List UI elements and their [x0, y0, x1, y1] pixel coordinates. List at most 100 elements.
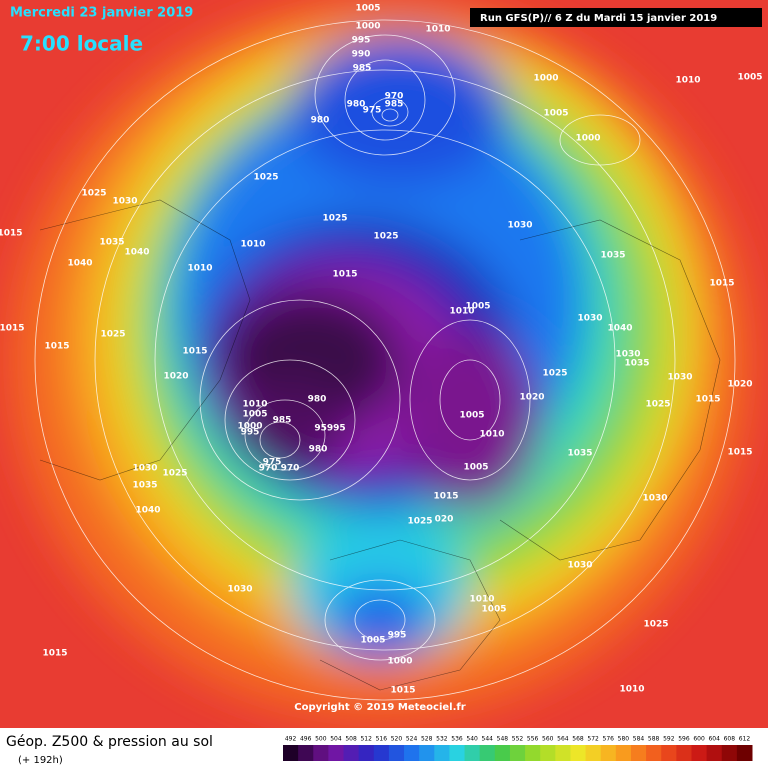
- isobar-label: 1000: [533, 74, 558, 84]
- isobar-label: 980: [309, 445, 328, 455]
- colorbar-label: 496: [300, 736, 312, 743]
- isobar-label: 1025: [645, 400, 670, 410]
- isobar-label: 1030: [567, 561, 592, 571]
- colorbar-cell: [494, 745, 511, 761]
- isobar-label: 1015: [695, 395, 720, 405]
- colorbar-cell: [630, 745, 647, 761]
- colorbar-label: 600: [693, 736, 705, 743]
- isobar-labels: 1005100099599098597098598097598010101000…: [0, 4, 763, 696]
- colorbar-label: 564: [557, 736, 569, 743]
- isobar-label: 1000: [575, 134, 600, 144]
- isobar-label: 995: [388, 631, 407, 641]
- isobar-label: 1025: [542, 369, 567, 379]
- colorbar-cell: [585, 745, 602, 761]
- colorbar-cell: [479, 745, 496, 761]
- isobar-label: 1010: [425, 25, 450, 35]
- colorbar-cell: [434, 745, 450, 761]
- isobar-label: 1010: [449, 307, 474, 317]
- colorbar-label: 572: [587, 736, 599, 743]
- colorbar-label: 528: [421, 736, 433, 743]
- isobar-label: 1025: [100, 330, 125, 340]
- isobar-label: 1030: [132, 464, 157, 474]
- isobar-label: 970: [281, 464, 300, 474]
- colorbar-label: 604: [708, 736, 720, 743]
- colorbar-label: 612: [739, 736, 751, 743]
- isobar-label: 1015: [44, 342, 69, 352]
- colorbar-cell: [706, 745, 723, 761]
- isobar-label: 1005: [543, 109, 568, 119]
- isobar-label: 1030: [507, 221, 532, 231]
- isobar-label: 975: [363, 106, 382, 116]
- colorbar-cell: [298, 745, 314, 761]
- colorbar-cell: [358, 745, 375, 761]
- colorbar-label: 540: [466, 736, 478, 743]
- colorbar-cell: [525, 745, 541, 761]
- date: Mercredi 23 janvier 2019: [10, 6, 193, 21]
- isobar-label: 1005: [463, 463, 488, 473]
- isobar-label: 1005: [481, 605, 506, 615]
- isobar-label: 1035: [99, 238, 124, 248]
- colorbar-label: 560: [542, 736, 554, 743]
- isobar-label: 980: [311, 116, 330, 126]
- colorbar-label: 500: [315, 736, 327, 743]
- colorbar-label: 576: [603, 736, 615, 743]
- isobar-label: 1010: [619, 685, 644, 695]
- isobar-label: 1025: [162, 469, 187, 479]
- isobar-label: 1015: [42, 649, 67, 659]
- colorbar-label: 508: [345, 736, 357, 743]
- isobar-label: 1015: [727, 448, 752, 458]
- colorbar-cell: [328, 745, 345, 761]
- colorbar-label: 552: [512, 736, 524, 743]
- isobar-label: 1035: [567, 449, 592, 459]
- colorbar-cell: [661, 745, 677, 761]
- isobar-label: 970: [259, 464, 278, 474]
- colorbar-label: 556: [527, 736, 539, 743]
- colorbar-label: 532: [436, 736, 448, 743]
- colorbar: 492 496 500 504 508 512 516 520 524 528 532 536 540 5…: [283, 736, 753, 761]
- isobar-label: 1040: [67, 259, 92, 269]
- isobar-label: 1025: [373, 232, 398, 242]
- isobar-label: 1010: [187, 264, 212, 274]
- copyright: Copyright © 2019 Meteociel.fr: [294, 702, 465, 713]
- isobar-label: 1010: [469, 595, 494, 605]
- colorbar-label: 596: [678, 736, 690, 743]
- isobar-label: 995: [241, 428, 260, 438]
- isobar-label: 1005: [355, 4, 380, 14]
- isobar-label: 020: [435, 515, 454, 525]
- colorbar-cell: [736, 745, 753, 761]
- colorbar-label: 520: [391, 736, 403, 743]
- isobar-label: 1025: [643, 620, 668, 630]
- isobar-label: 1020: [727, 380, 752, 390]
- isobar-label: 1030: [577, 314, 602, 324]
- colorbar-label: 592: [663, 736, 675, 743]
- isobar-label: 1030: [667, 373, 692, 383]
- isobar-label: 1040: [135, 506, 160, 516]
- colorbar-cell: [404, 745, 420, 761]
- isobar-label: 1010: [479, 430, 504, 440]
- isobar-label: 1030: [227, 585, 252, 595]
- isobar-label: 1035: [132, 481, 157, 491]
- isobar-label: 975: [263, 458, 282, 468]
- colorbar-label: 516: [376, 736, 388, 743]
- isobar-label: 1015: [0, 324, 25, 334]
- isobar-label: 1010: [240, 240, 265, 250]
- isobar-label: 1040: [607, 324, 632, 334]
- isobar-label: 1020: [519, 393, 544, 403]
- colorbar-label: 492: [285, 736, 297, 743]
- colorbar-label: 536: [451, 736, 463, 743]
- colorbar-cell: [343, 745, 360, 761]
- isobar-label: 985: [353, 64, 372, 74]
- isobar-label: 1025: [253, 173, 278, 183]
- colorbar-cell: [419, 745, 435, 761]
- isobar-label: 985: [385, 100, 404, 110]
- colorbar-label: 548: [497, 736, 509, 743]
- isobar-label: 1015: [0, 229, 23, 239]
- colorbar-cell: [646, 745, 662, 761]
- isobar-label: 1015: [709, 279, 734, 289]
- isobar-label: 1005: [465, 302, 490, 312]
- isobar-label: 1000: [355, 22, 380, 32]
- isobar-label: 1005: [459, 411, 484, 421]
- isobar-label: 1025: [407, 517, 432, 527]
- isobar-label: 1030: [112, 197, 137, 207]
